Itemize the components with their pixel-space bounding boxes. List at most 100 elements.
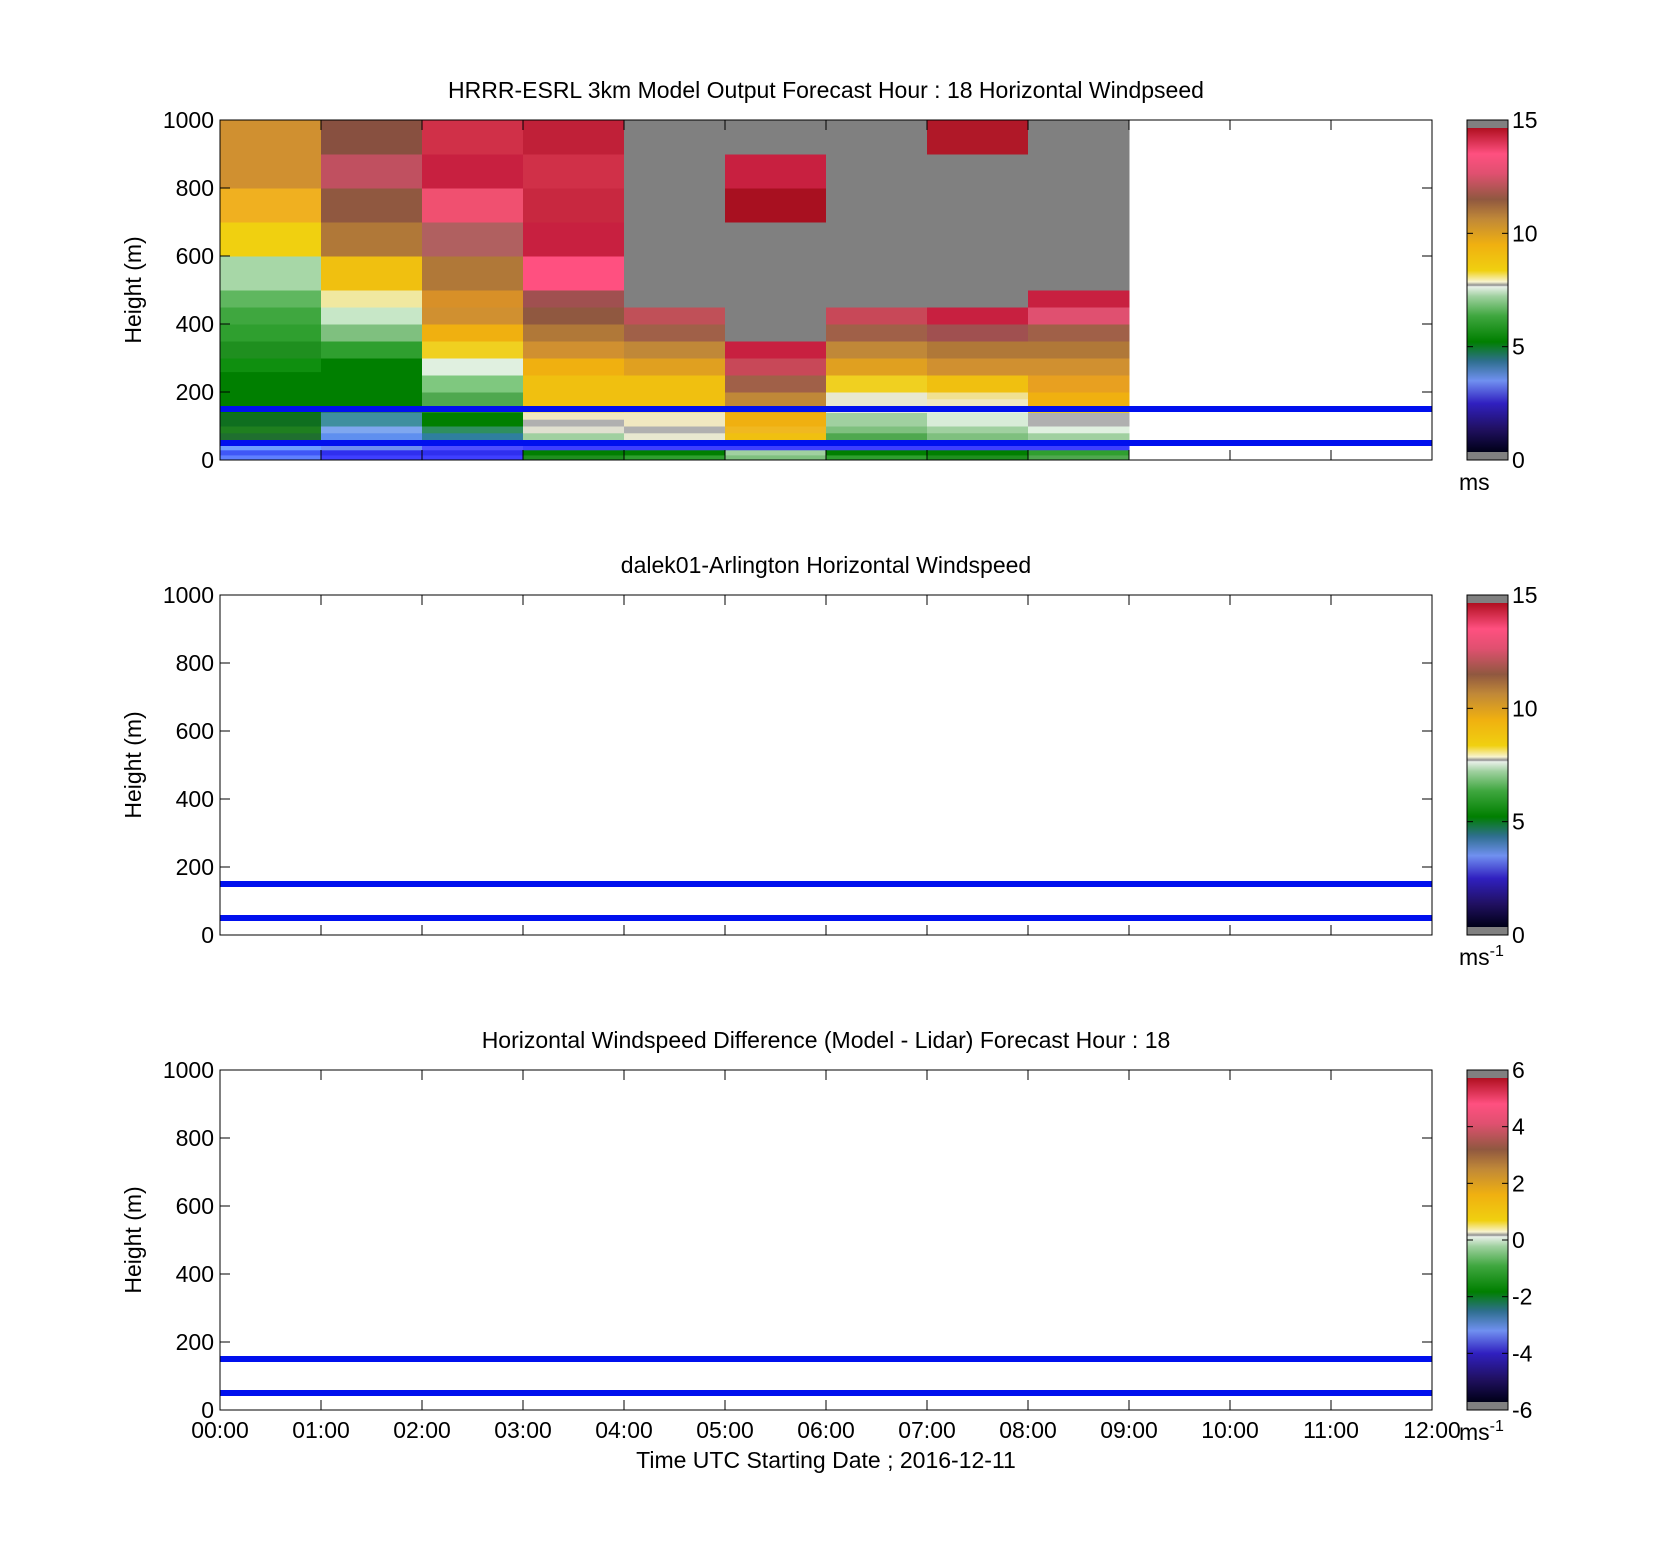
heatmap-cell <box>523 256 625 291</box>
x-tick-label: 04:00 <box>595 1417 653 1443</box>
heatmap-cell <box>321 188 423 223</box>
heatmap-cell <box>523 307 625 325</box>
heatmap-cell <box>927 426 1029 434</box>
heatmap-cell <box>220 307 322 325</box>
chart-panel-2: 0 200 400 600 800 1000 dalek01-Arlington Horiz… <box>120 552 1538 970</box>
y-tick-label: 200 <box>176 1329 214 1355</box>
heatmap-cell <box>321 120 423 155</box>
colorbar-cap <box>1467 1070 1508 1078</box>
heatmap-cell <box>422 454 524 461</box>
colorbar-frame <box>1466 594 1509 936</box>
heatmap-cell <box>826 426 928 434</box>
y-tick-label: 400 <box>176 311 214 337</box>
heatmap-cell <box>321 341 423 359</box>
heatmap-cell <box>220 449 322 456</box>
y-axis-label: Height (m) <box>120 1186 146 1293</box>
x-tick-label: 09:00 <box>1100 1417 1158 1443</box>
y-tick-label: 0 <box>201 922 214 948</box>
x-tick-label: 10:00 <box>1201 1417 1259 1443</box>
heatmap-cell <box>422 120 524 155</box>
heatmap-cell <box>927 307 1029 325</box>
heatmap-cell <box>725 154 827 189</box>
heatmap-cell <box>624 307 726 325</box>
heatmap-cell <box>523 375 625 407</box>
heatmap-cell <box>1028 341 1130 359</box>
colorbar-tick-label: 0 <box>1512 1227 1525 1253</box>
heatmap-cell <box>523 358 625 376</box>
heatmap-cell <box>826 432 928 441</box>
heatmap-cell <box>321 454 423 461</box>
heatmap-cell <box>927 392 1029 400</box>
heatmap-cell <box>220 290 322 308</box>
colorbar-tick-label: 15 <box>1512 107 1538 133</box>
heatmap-cell <box>422 412 524 427</box>
heatmap-cell <box>927 154 1029 308</box>
colorbar-unit: ms <box>1459 469 1490 495</box>
heatmap-cell <box>1028 324 1130 342</box>
heatmap-cell <box>1028 454 1130 461</box>
heatmap-cell <box>725 358 827 376</box>
heatmap-cell <box>321 426 423 434</box>
colorbar-tick-label: -4 <box>1512 1340 1533 1366</box>
heatmap-cell <box>927 454 1029 461</box>
heatmap-cell <box>826 307 928 325</box>
heatmap-cell <box>523 443 625 451</box>
heatmap-cell <box>927 432 1029 441</box>
heatmap-cell <box>523 188 625 223</box>
heatmap-cell <box>220 412 322 427</box>
plot-area <box>220 595 1432 935</box>
heatmap-cell <box>321 256 423 291</box>
plot-area <box>220 1070 1432 1410</box>
heatmap-cell <box>624 432 726 441</box>
heatmap-cell <box>422 375 524 393</box>
colorbar-tick-label: 4 <box>1512 1114 1525 1140</box>
heatmap-cell <box>523 324 625 342</box>
colorbar <box>1467 1078 1508 1402</box>
heatmap-cell <box>523 341 625 359</box>
heatmap-cell <box>725 449 827 456</box>
heatmap-cell <box>523 290 625 308</box>
heatmap-cell <box>523 454 625 461</box>
colorbar <box>1467 603 1508 927</box>
heatmap-cell <box>220 426 322 434</box>
y-tick-label: 800 <box>176 175 214 201</box>
heatmap-cell <box>1028 412 1130 427</box>
heatmap-cell <box>1028 375 1130 393</box>
heatmap-cell <box>826 358 928 376</box>
heatmap-cell <box>927 375 1029 393</box>
heatmap-cell <box>220 256 322 291</box>
colorbar-tick-label: 5 <box>1512 334 1525 360</box>
heatmap-cell <box>422 290 524 308</box>
heatmap-cell <box>321 358 423 407</box>
heatmap-cell <box>220 324 322 342</box>
x-axis-label: Time UTC Starting Date ; 2016-12-11 <box>636 1447 1016 1473</box>
heatmap-cell <box>624 454 726 461</box>
heatmap-cell <box>1028 290 1130 308</box>
x-tick-label: 12:00 <box>1403 1417 1461 1443</box>
colorbar-tick-label: 15 <box>1512 582 1538 608</box>
heatmap-cell <box>220 341 322 359</box>
heatmap-cell <box>220 454 322 461</box>
heatmap-cell <box>220 120 322 189</box>
y-axis-label: Height (m) <box>120 236 146 343</box>
heatmap-cell <box>826 120 928 308</box>
heatmap-cell <box>220 222 322 257</box>
y-tick-label: 0 <box>201 1397 214 1423</box>
colorbar-cap <box>1467 595 1508 603</box>
heatmap-cell <box>927 324 1029 342</box>
x-tick-label: 03:00 <box>494 1417 552 1443</box>
x-tick-label: 02:00 <box>393 1417 451 1443</box>
colorbar <box>1467 128 1508 452</box>
y-tick-label: 600 <box>176 718 214 744</box>
chart-title: HRRR-ESRL 3km Model Output Forecast Hour… <box>448 77 1204 103</box>
heatmap-cell <box>422 307 524 325</box>
heatmap-cell <box>321 222 423 257</box>
colorbar-unit: ms-1 <box>1459 943 1504 970</box>
y-tick-label: 1000 <box>163 582 214 608</box>
colorbar-unit-exponent: -1 <box>1490 1418 1504 1435</box>
y-tick-label: 400 <box>176 1261 214 1287</box>
chart-title: dalek01-Arlington Horizontal Windspeed <box>621 552 1031 578</box>
heatmap-cell <box>422 432 524 441</box>
heatmap-cell <box>927 412 1029 427</box>
heatmap-cell <box>422 426 524 434</box>
